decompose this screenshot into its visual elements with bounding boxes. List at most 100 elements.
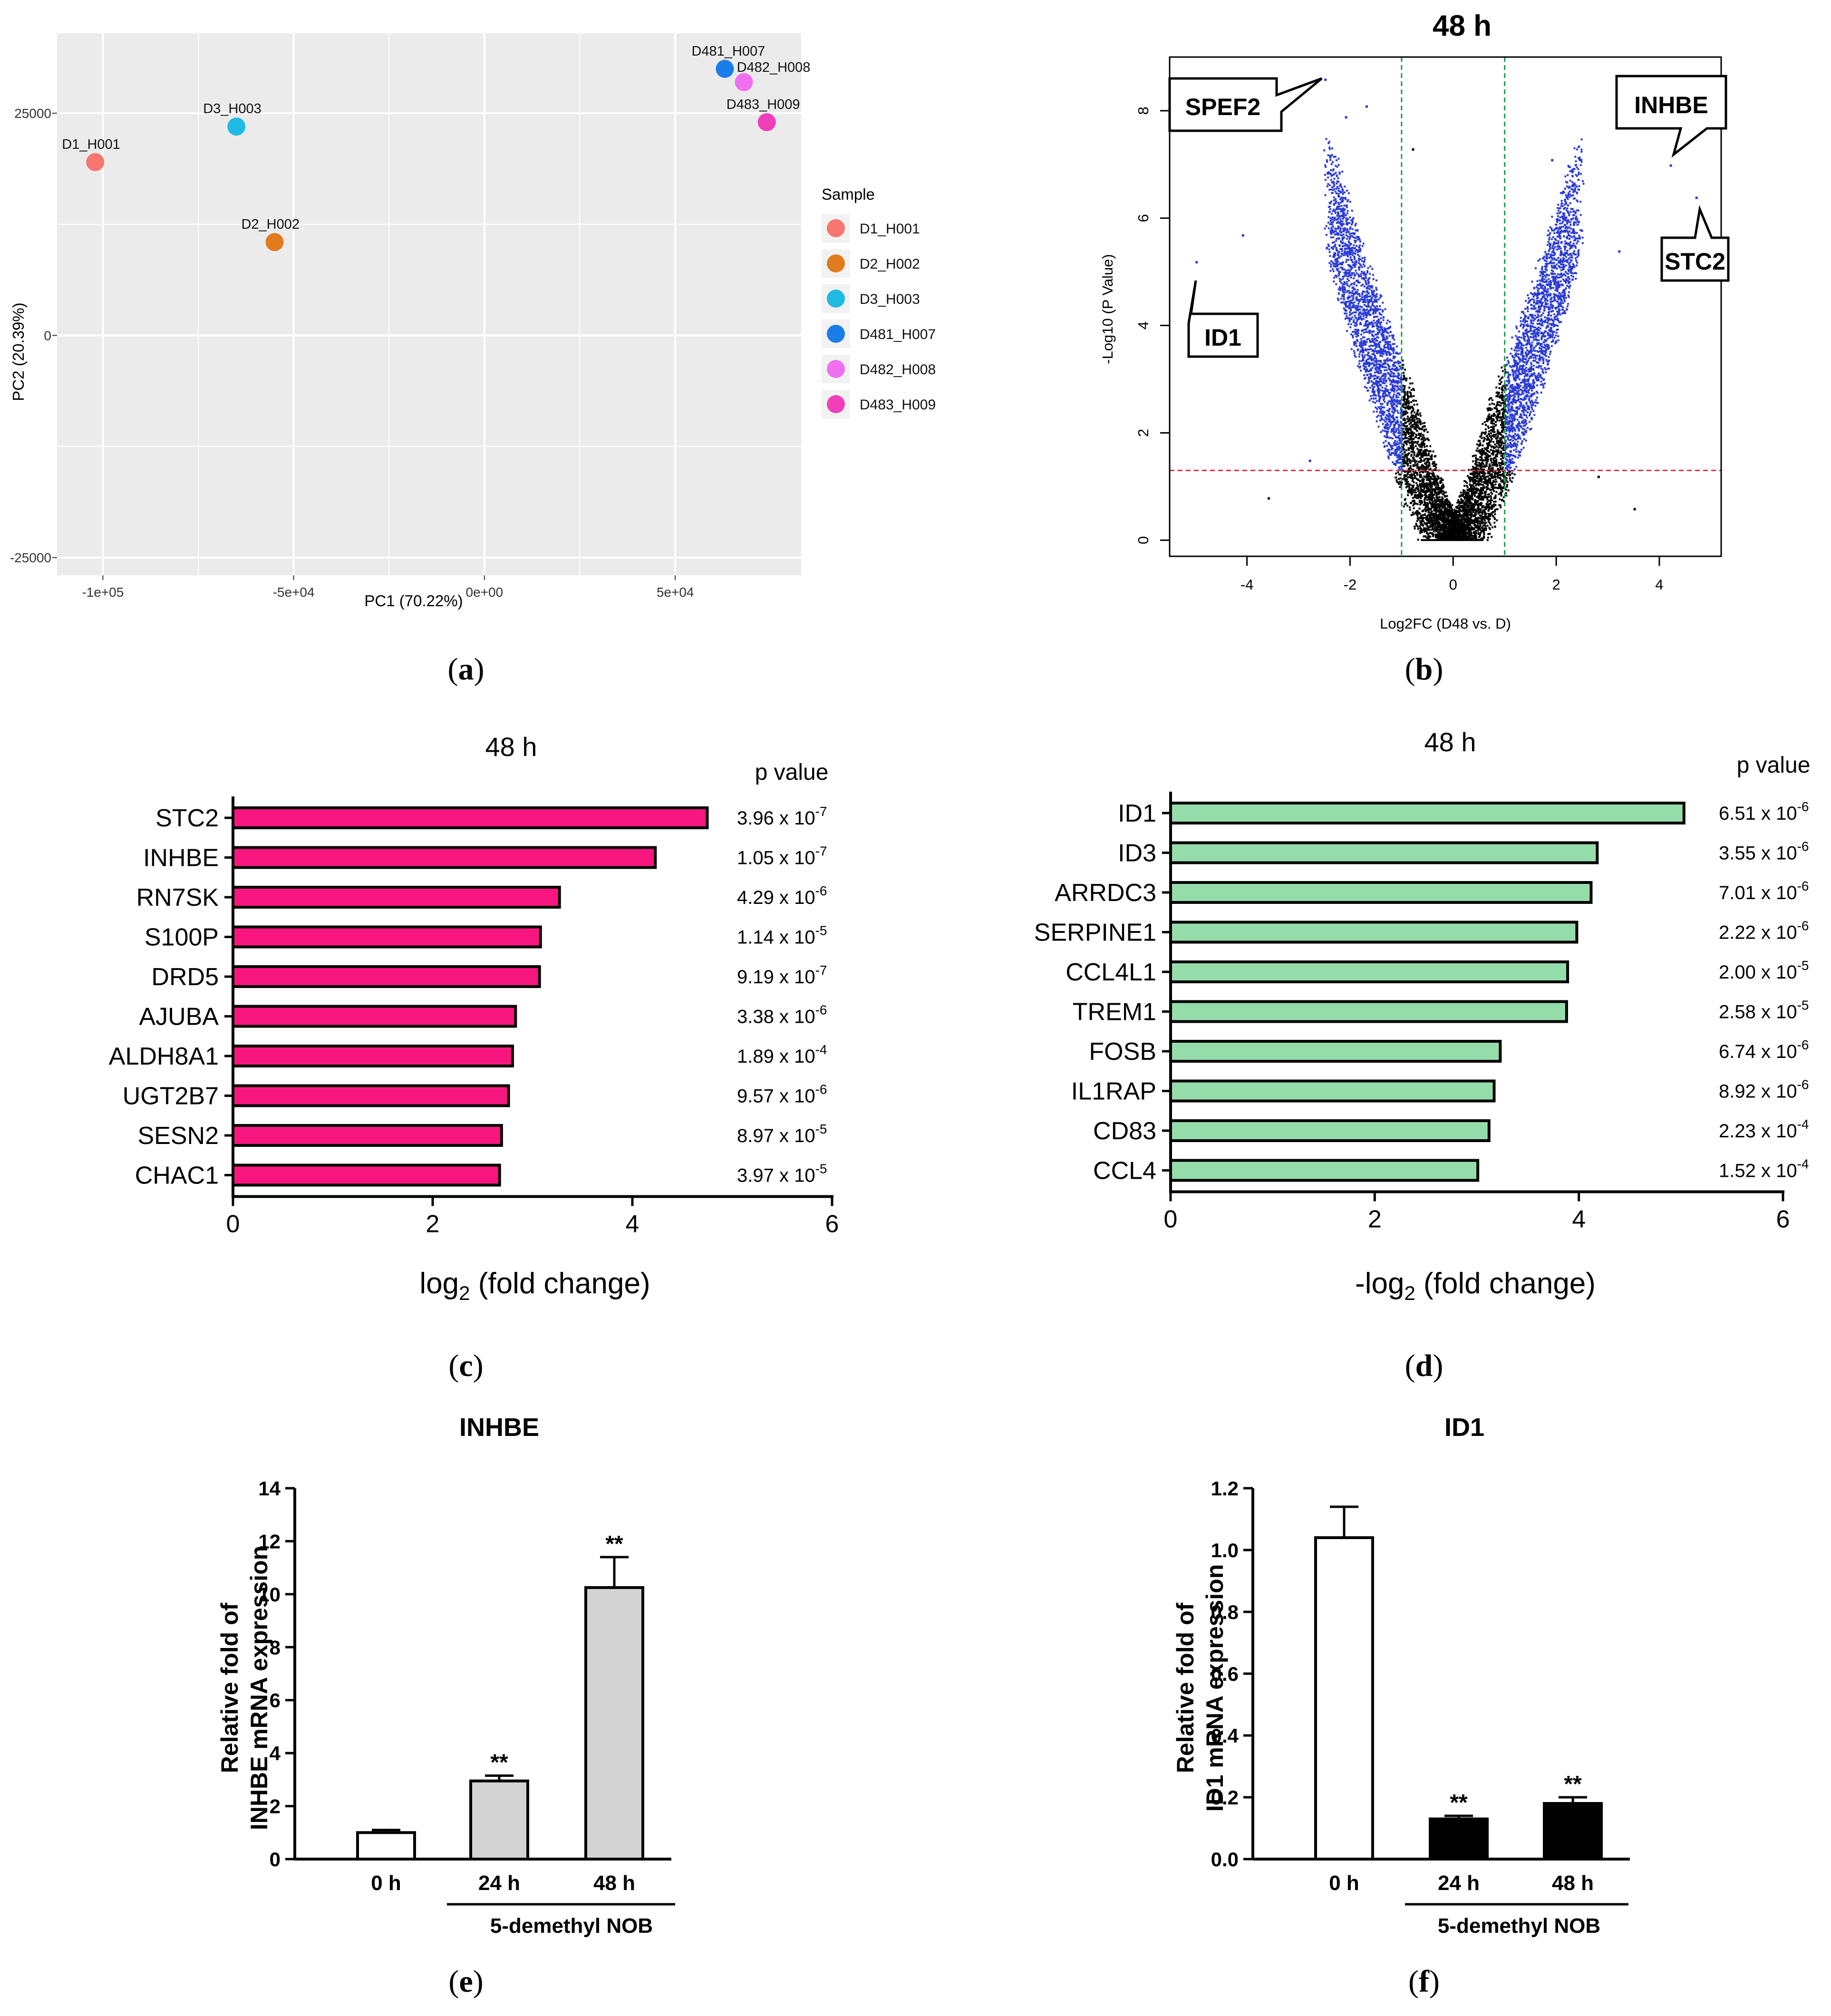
qpcr-y-tick-label: 0 — [270, 1848, 281, 1871]
qpcr-bar — [1543, 1802, 1603, 1861]
pca-legend-swatch — [827, 219, 845, 237]
gene-bar — [232, 1084, 510, 1107]
callout-id1-label: ID1 — [1204, 324, 1241, 351]
gene-bar — [232, 1045, 514, 1067]
volcano-y-tick-label: 6 — [1135, 214, 1152, 222]
gene-label: CD83 — [1093, 1117, 1156, 1145]
inhbe-y-label-line2: INHBE mRNA expression — [246, 1546, 272, 1830]
gene-pvalue: 9.19 x 10-7 — [737, 963, 827, 988]
volcano-x-tick-label: -4 — [1240, 576, 1254, 593]
up-x-axis-label: log2 (fold change) — [419, 1267, 650, 1304]
pca-legend-swatch — [827, 254, 845, 272]
pca-legend-label: D3_H003 — [860, 291, 920, 307]
pca-legend-swatch — [827, 360, 845, 378]
pca-x-tick-label: 0e+00 — [466, 585, 504, 600]
qpcr-y-tick-label: 4 — [270, 1742, 281, 1764]
panel-label-b: (b) — [1405, 652, 1443, 687]
pca-point-label: D3_H003 — [203, 101, 262, 116]
gene-pvalue: 2.22 x 10-6 — [1719, 919, 1809, 943]
qpcr-y-tick-label: 6 — [270, 1689, 281, 1712]
panel-label-e: (e) — [448, 1964, 484, 1999]
pca-y-tick-label: 0 — [44, 328, 51, 343]
pca-y-tick-label: 25000 — [14, 106, 51, 121]
down-x-axis-label: -log2 (fold change) — [1355, 1267, 1596, 1304]
volcano-y-tick-label: 2 — [1135, 429, 1152, 437]
volcano-y-tick-label: 0 — [1135, 536, 1152, 544]
id1-y-label-line2: ID1 mRNA expression — [1201, 1564, 1228, 1812]
qpcr-y-tick-label: 10 — [258, 1583, 281, 1606]
bar-x-tick-label: 6 — [825, 1211, 839, 1238]
volcano-x-tick-label: 4 — [1655, 576, 1663, 593]
bar-x-tick-label: 2 — [1368, 1206, 1382, 1233]
pca-point — [86, 153, 105, 171]
pca-chart: D1_H001D2_H002D3_H003D481_H007D482_H008D… — [10, 33, 936, 610]
down-chart-title: 48 h — [1424, 727, 1476, 757]
callout-spef2: SPEF2 — [1168, 77, 1323, 132]
gene-label: ARRDC3 — [1055, 879, 1156, 907]
callout-stc2-label: STC2 — [1665, 248, 1725, 275]
gene-pvalue: 8.92 x 10-6 — [1719, 1077, 1809, 1102]
pca-legend-label: D482_H008 — [860, 362, 936, 378]
pca-legend-label: D483_H009 — [860, 397, 936, 413]
pca-point — [735, 73, 753, 91]
gene-label: CHAC1 — [135, 1162, 219, 1190]
pca-legend-swatch — [827, 395, 845, 413]
qpcr-category-label: 24 h — [1438, 1871, 1480, 1895]
gene-pvalue: 3.97 x 10-5 — [737, 1162, 827, 1186]
inhbe-chart-title: INHBE — [459, 1413, 539, 1442]
volcano-points-nonsignificant — [1268, 148, 1636, 541]
gene-bar — [232, 1005, 517, 1028]
gene-label: SERPINE1 — [1034, 919, 1156, 947]
gene-bar — [232, 965, 541, 988]
pca-point-label: D483_H009 — [727, 97, 800, 112]
inhbe-group-label: 5-demethyl NOB — [490, 1914, 653, 1938]
gene-label: CCL4 — [1093, 1157, 1156, 1185]
callout-inhbe-label: INHBE — [1634, 92, 1708, 118]
qpcr-y-tick-label: 1.2 — [1211, 1477, 1239, 1500]
panel-label-a: (a) — [447, 652, 484, 687]
qpcr-y-tick-label: 0.6 — [1211, 1663, 1239, 1685]
qpcr-y-tick-label: 12 — [258, 1530, 281, 1552]
gene-bar — [232, 1163, 501, 1187]
qpcr-category-label: 24 h — [478, 1871, 520, 1895]
volcano-plot-frame — [1169, 56, 1722, 557]
pca-point-label: D1_H001 — [62, 137, 120, 152]
gene-pvalue: 1.89 x 10-4 — [737, 1042, 827, 1067]
qpcr-bar — [469, 1779, 529, 1861]
qpcr-y-tick-label: 2 — [270, 1795, 281, 1818]
qpcr-category-label: 48 h — [1552, 1871, 1594, 1895]
id1-y-label-line1: Relative fold of — [1172, 1602, 1199, 1773]
gene-bar — [1169, 1000, 1568, 1023]
gene-label: ALDH8A1 — [109, 1043, 219, 1070]
gene-pvalue: 2.00 x 10-5 — [1719, 958, 1809, 983]
inhbe-y-label-line1: Relative fold of — [216, 1602, 243, 1773]
pca-point-label: D482_H008 — [737, 60, 811, 75]
bar-x-tick-label: 0 — [1164, 1206, 1178, 1233]
panel-label-d: (d) — [1405, 1348, 1443, 1383]
qpcr-y-tick-label: 0.2 — [1211, 1786, 1239, 1809]
qpcr-y-tick-label: 0.4 — [1211, 1725, 1239, 1747]
gene-pvalue: 2.58 x 10-5 — [1719, 998, 1809, 1023]
gene-pvalue: 3.96 x 10-7 — [737, 804, 827, 829]
qpcr-bar — [1314, 1536, 1374, 1861]
pca-x-tick-label: -5e+04 — [273, 585, 315, 600]
gene-pvalue: 2.23 x 10-4 — [1719, 1117, 1809, 1142]
bar-x-tick-label: 0 — [226, 1211, 240, 1238]
gene-label: TREM1 — [1073, 998, 1156, 1026]
gene-label: SESN2 — [137, 1122, 219, 1150]
qpcr-bar — [1429, 1817, 1489, 1861]
pca-plot-background — [57, 33, 801, 575]
gene-bar — [1169, 921, 1579, 944]
gene-pvalue: 6.51 x 10-6 — [1719, 799, 1809, 824]
volcano-title: 48 h — [1433, 10, 1492, 42]
id1-qpcr-chart: ID1 0.0 0.2 0.4 0.6 0.8 1.0 1.2 0 h ** 24 h ** 48 h… — [1172, 1413, 1630, 1938]
qpcr-bar — [356, 1831, 416, 1861]
callout-inhbe: INHBE — [1615, 75, 1727, 158]
qpcr-bar — [584, 1586, 644, 1861]
callout-spef2-label: SPEF2 — [1185, 94, 1260, 120]
pca-point — [757, 113, 776, 131]
pca-x-axis-label: PC1 (70.22%) — [364, 592, 463, 610]
volcano-chart: 48 h -4 -2 0 2 4 0 2 4 6 8 Log2FC (D48 vs. D) -L… — [1099, 10, 1730, 632]
callout-id1: ID1 — [1187, 280, 1259, 358]
gene-bar — [1169, 881, 1593, 904]
